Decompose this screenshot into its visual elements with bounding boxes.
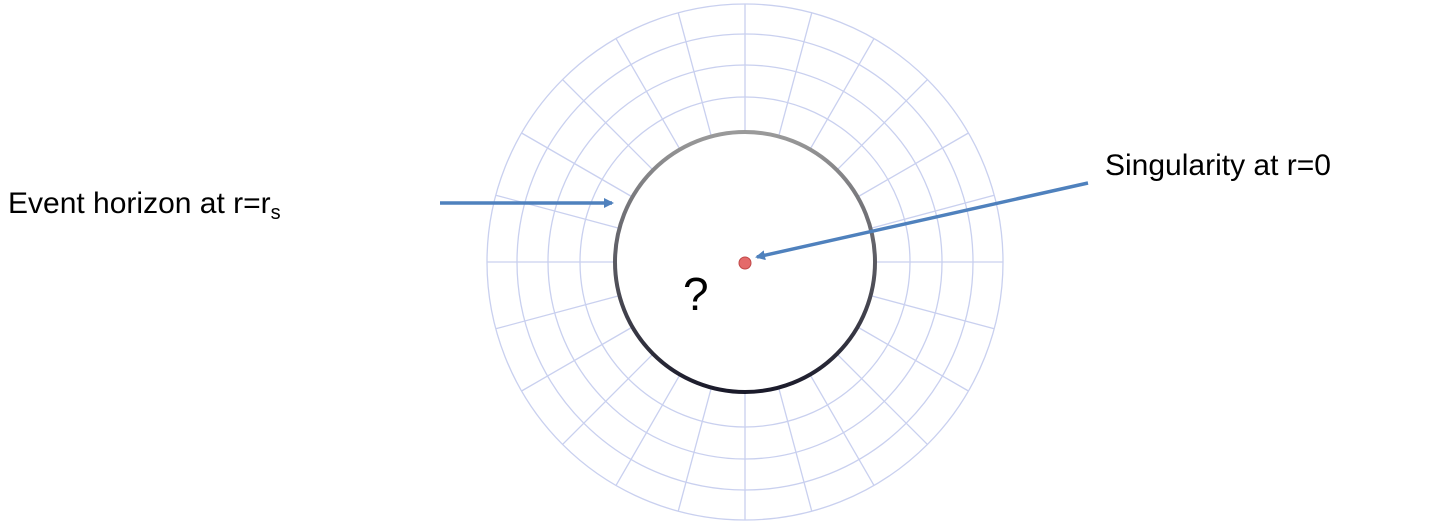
grid-spoke <box>615 38 681 150</box>
grid-spoke <box>495 194 620 229</box>
singularity-dot <box>738 256 752 270</box>
event-horizon-subscript: s <box>271 202 281 224</box>
grid-spoke <box>836 353 928 445</box>
grid-spoke <box>521 132 633 198</box>
event-horizon-text: Event horizon at r=r <box>8 187 271 220</box>
grid-spoke <box>870 295 995 330</box>
grid-spoke <box>677 387 712 512</box>
grid-spoke <box>870 194 995 229</box>
grid-spoke <box>615 374 681 486</box>
grid-spoke <box>809 374 875 486</box>
grid-spoke <box>778 12 813 137</box>
grid-spoke <box>521 326 633 392</box>
grid-spoke <box>809 38 875 150</box>
grid-spoke <box>677 12 712 137</box>
grid-spoke <box>495 295 620 330</box>
arrow-singularity <box>755 181 1089 261</box>
unknown-label: ? <box>683 268 709 320</box>
grid-spoke <box>562 79 654 171</box>
grid-spoke <box>836 79 928 171</box>
polar-grid <box>486 3 1004 521</box>
grid-spoke <box>562 353 654 445</box>
grid-spoke <box>857 326 969 392</box>
event-horizon-label: Event horizon at r=rs <box>8 187 281 224</box>
grid-spoke <box>778 387 813 512</box>
singularity-label: Singularity at r=0 <box>1105 149 1331 182</box>
grid-spoke <box>857 132 969 198</box>
